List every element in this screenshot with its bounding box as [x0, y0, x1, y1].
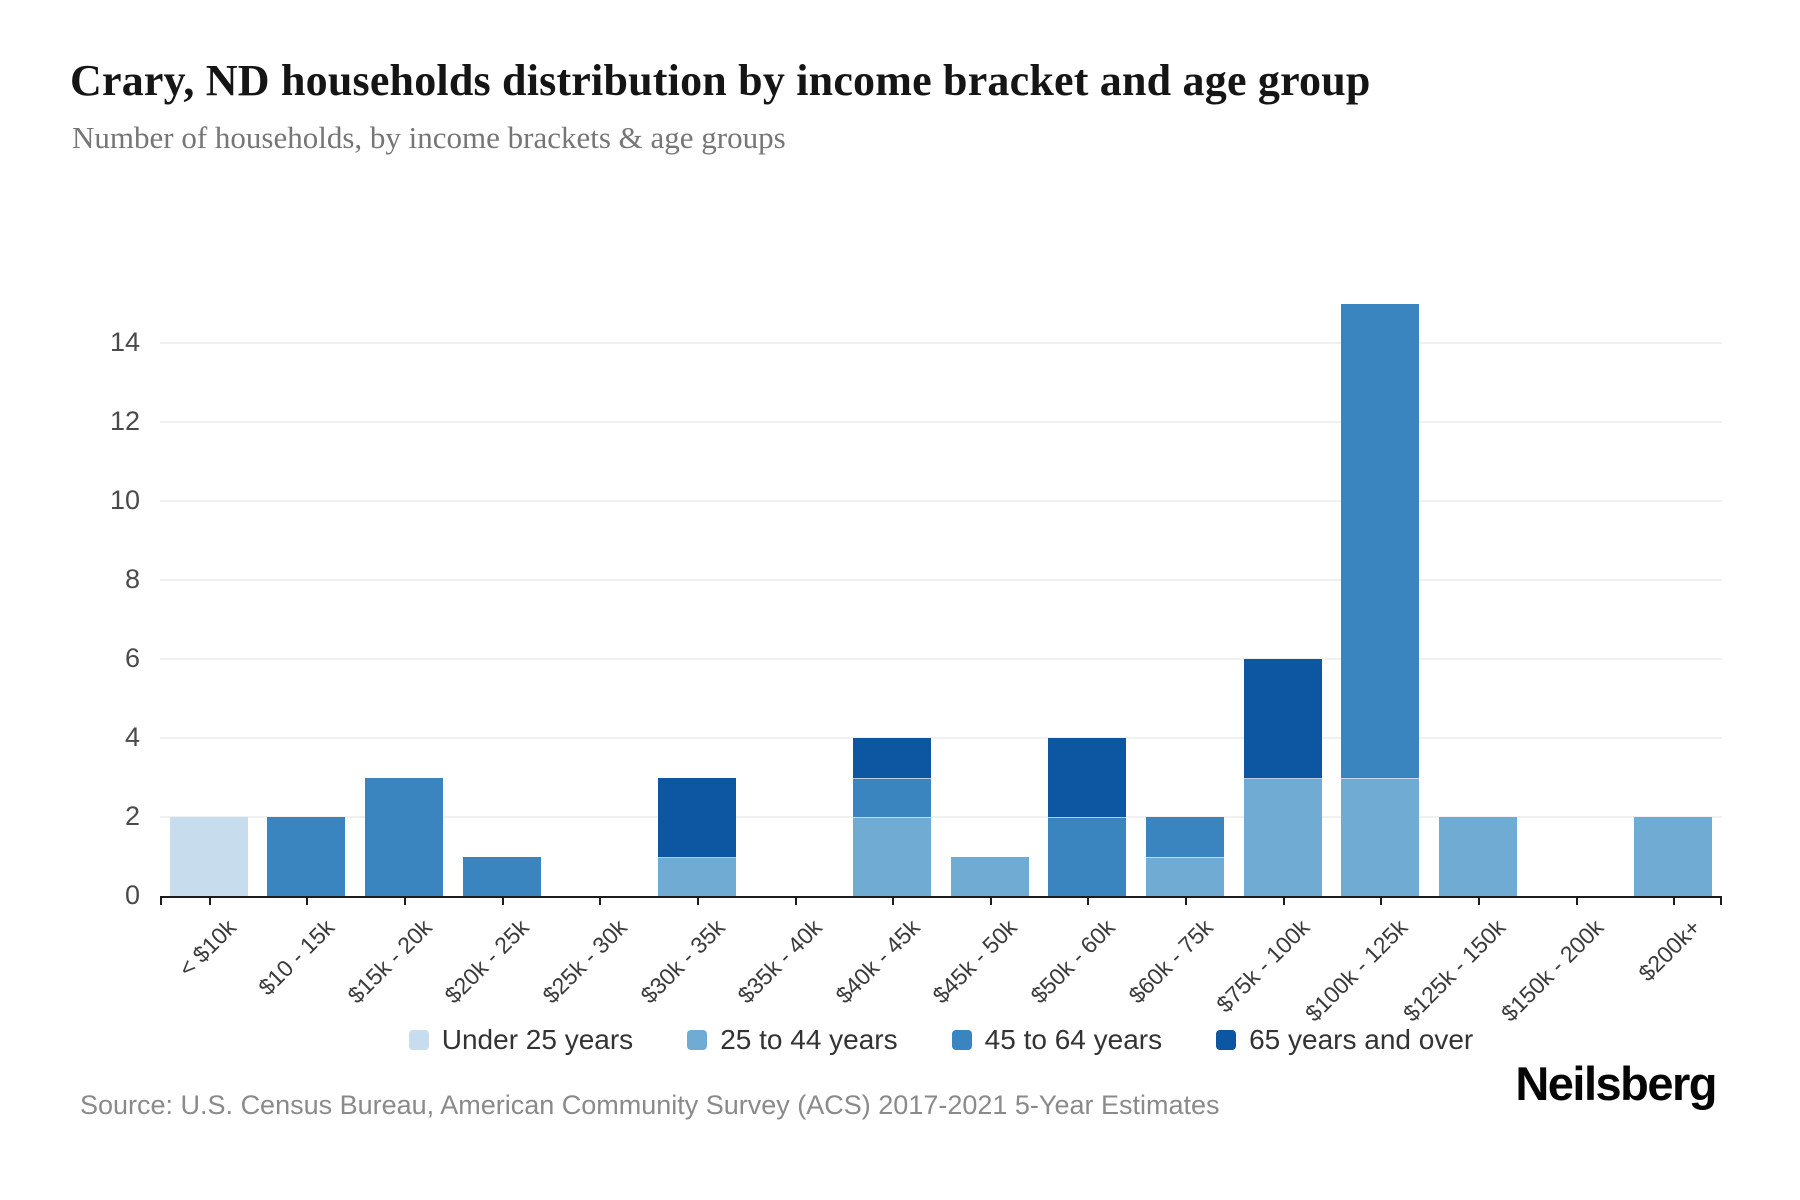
y-axis-tick-label: 14 — [109, 327, 140, 357]
page-title: Crary, ND households distribution by inc… — [70, 56, 1371, 105]
legend-swatch — [408, 1030, 429, 1050]
gridline — [160, 421, 1722, 423]
axis-tick — [160, 898, 162, 905]
x-axis-category-label: $150k - 200k — [1495, 914, 1608, 1027]
axis-tick — [696, 898, 699, 905]
x-axis-category-label: < $10k — [173, 914, 242, 982]
bar-segment[interactable] — [1048, 738, 1127, 818]
page-subtitle: Number of households, by income brackets… — [72, 120, 786, 155]
legend-swatch — [1216, 1030, 1237, 1050]
gridline — [160, 737, 1722, 739]
brand-logo: Neilsberg — [1515, 1057, 1717, 1110]
gridline — [160, 658, 1722, 660]
bar-segment[interactable] — [853, 738, 932, 779]
legend-swatch — [687, 1030, 708, 1050]
legend-item[interactable]: 25 to 44 years — [687, 1024, 898, 1056]
x-axis-category-label: $50k - 60k — [1025, 914, 1120, 1009]
axis-tick — [1282, 898, 1285, 905]
bar-segment[interactable] — [853, 817, 932, 896]
x-axis-category-label: $10 - 15k — [252, 914, 339, 1001]
x-axis-category-label: $60k - 75k — [1123, 914, 1218, 1009]
bar-segment[interactable] — [1146, 817, 1225, 858]
x-axis-category-label: $100k - 125k — [1300, 914, 1413, 1027]
bar-segment[interactable] — [169, 817, 248, 896]
gridline — [160, 500, 1722, 502]
y-axis-tick-label: 0 — [124, 880, 140, 910]
chart-legend: Under 25 years 25 to 44 years 45 to 64 yea… — [160, 1016, 1722, 1064]
x-axis-category-label: $20k - 25k — [439, 914, 535, 1009]
y-axis-tick-label: 8 — [124, 564, 140, 594]
bar-segment[interactable] — [950, 856, 1029, 896]
y-axis-tick-label: 12 — [109, 406, 140, 436]
axis-tick — [989, 898, 992, 905]
axis-tick — [306, 898, 309, 905]
axis-tick — [404, 898, 407, 905]
bar-segment[interactable] — [657, 777, 736, 858]
y-axis-tick-label: 6 — [124, 643, 140, 673]
gridline — [160, 816, 1722, 818]
legend-item[interactable]: 65 years and over — [1216, 1024, 1473, 1056]
axis-tick — [1673, 898, 1676, 905]
bar-segment[interactable] — [657, 856, 736, 896]
bar-segment[interactable] — [462, 856, 541, 896]
axis-tick — [1720, 898, 1722, 905]
x-axis-category-label: $45k - 50k — [927, 914, 1023, 1009]
x-axis-category-label: $200k+ — [1633, 914, 1706, 987]
gridline — [160, 342, 1722, 344]
legend-label: Under 25 years — [441, 1024, 634, 1055]
axis-tick — [501, 898, 504, 905]
bar-segment[interactable] — [1048, 817, 1127, 896]
gridline — [160, 579, 1722, 581]
y-axis-tick-label: 2 — [124, 801, 140, 831]
axis-tick — [1380, 898, 1383, 905]
legend-label: 25 to 44 years — [720, 1024, 898, 1055]
legend-swatch — [951, 1030, 972, 1050]
axis-tick — [1575, 898, 1578, 905]
x-axis-category-label: $15k - 20k — [342, 914, 437, 1009]
x-axis-category-label: $125k - 150k — [1397, 914, 1511, 1027]
y-axis-tick-label: 4 — [124, 722, 140, 752]
x-axis-line — [160, 896, 1722, 898]
axis-tick — [599, 898, 602, 905]
axis-tick — [208, 898, 211, 905]
x-axis-category-label: $25k - 30k — [537, 914, 632, 1009]
axis-tick — [892, 898, 895, 905]
bar-segment[interactable] — [1341, 303, 1420, 779]
bar-segment[interactable] — [853, 777, 932, 818]
y-axis-tick-label: 10 — [109, 485, 140, 515]
source-text: Source: U.S. Census Bureau, American Com… — [80, 1090, 1220, 1120]
bar-segment[interactable] — [1634, 817, 1713, 896]
legend-label: 45 to 64 years — [984, 1024, 1163, 1055]
bar-segment[interactable] — [1438, 817, 1517, 896]
legend-label: 65 years and over — [1249, 1024, 1474, 1055]
axis-tick — [1185, 898, 1188, 905]
axis-tick — [1477, 898, 1480, 905]
axis-tick — [794, 898, 797, 905]
axis-tick — [1087, 898, 1090, 905]
bar-segment[interactable] — [267, 817, 346, 896]
x-axis-category-label: $40k - 45k — [830, 914, 925, 1009]
legend-item[interactable]: 45 to 64 years — [951, 1024, 1163, 1056]
bar-segment[interactable] — [1146, 856, 1225, 896]
bar-segment[interactable] — [1243, 777, 1322, 896]
bar-segment[interactable] — [365, 777, 444, 896]
legend-item[interactable]: Under 25 years — [408, 1024, 634, 1056]
x-axis-category-label: $30k - 35k — [634, 914, 730, 1009]
bar-segment[interactable] — [1243, 659, 1322, 779]
x-axis-category-label: $35k - 40k — [732, 914, 827, 1009]
x-axis-category-label: $75k - 100k — [1211, 914, 1316, 1018]
bar-segment[interactable] — [1341, 777, 1420, 896]
